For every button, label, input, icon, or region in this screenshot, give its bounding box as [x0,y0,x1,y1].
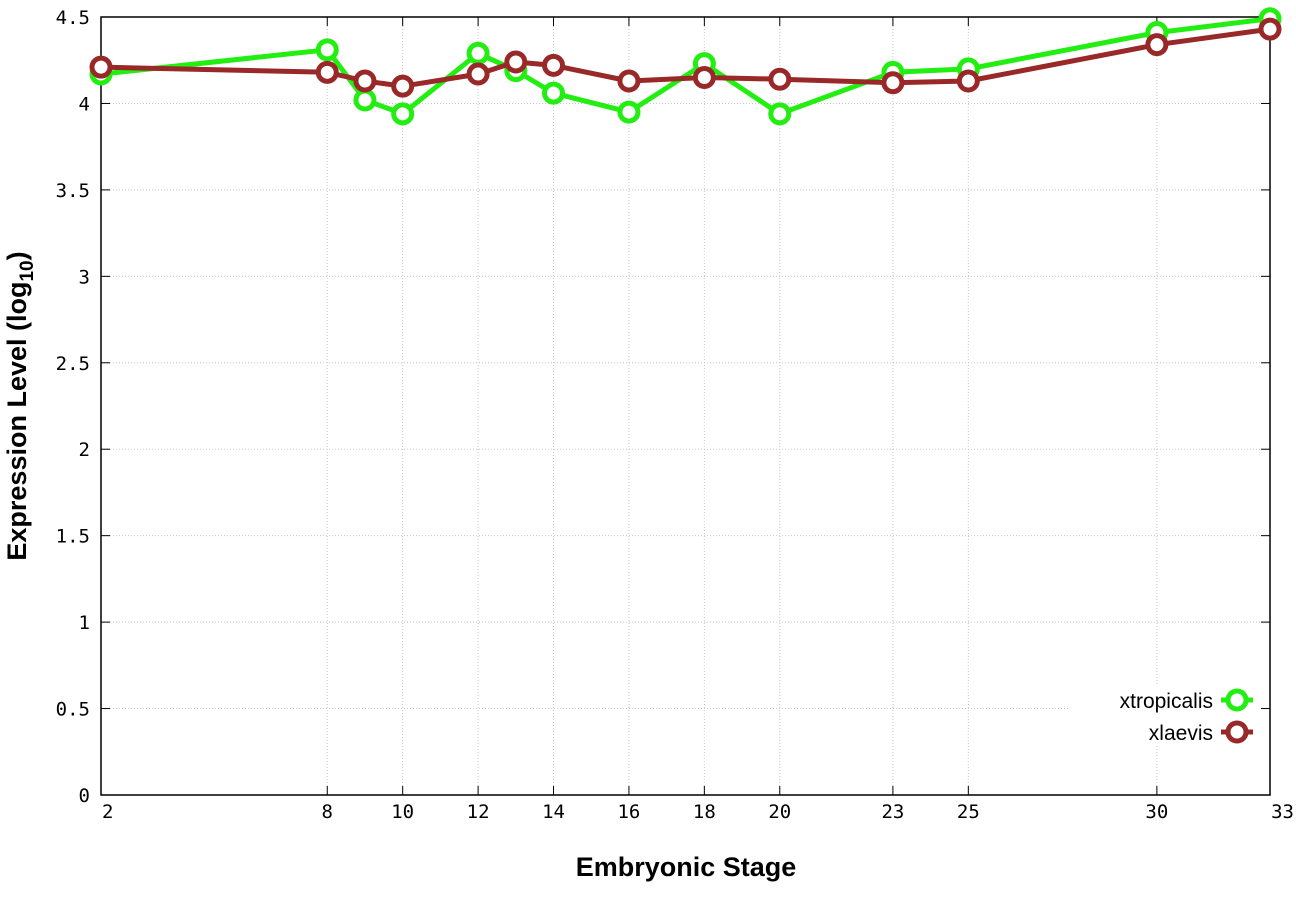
data-point-xlaevis [768,67,792,91]
legend-label-xlaevis: xlaevis [1149,722,1213,745]
x-axis-title: Embryonic Stage [576,852,797,882]
y-axis-title-subscript: 10 [17,260,38,281]
y-tick-label: 4 [79,93,90,115]
grid-lines [101,17,1270,795]
legend: xtropicalis xlaevis [1070,684,1260,746]
data-point-xtropicalis [315,38,339,62]
x-tick-label: 23 [881,801,904,823]
y-tick-label: 4.5 [56,7,90,29]
x-tick-label: 30 [1145,801,1168,823]
plot-area-frame [100,16,1271,796]
data-point-xlaevis [466,62,490,86]
data-point-xtropicalis [617,100,641,124]
legend-label-xtropicalis: xtropicalis [1120,690,1213,713]
x-tick-label: 16 [617,801,640,823]
series-layer [89,7,1282,126]
data-point-xtropicalis [768,102,792,126]
data-point-xlaevis [617,69,641,93]
data-point-xlaevis [391,74,415,98]
y-axis-title: Expression Level (log10) [2,251,38,560]
y-tick-label: 0.5 [56,699,90,721]
x-tick-label: 14 [542,801,565,823]
x-tick-label: 25 [957,801,980,823]
x-tick-label: 2 [102,801,113,823]
y-axis-title-close: ) [2,251,32,260]
data-point-xlaevis [1145,33,1169,57]
data-point-xlaevis [542,53,566,77]
x-tick-label: 10 [391,801,414,823]
data-point-xlaevis [504,50,528,74]
y-tick-label: 2.5 [56,353,90,375]
data-point-xlaevis [89,55,113,79]
data-point-xtropicalis [353,88,377,112]
x-tick-label: 33 [1271,801,1294,823]
data-point-xlaevis [353,69,377,93]
data-point-xtropicalis [542,81,566,105]
data-point-xlaevis [956,69,980,93]
y-tick-label: 0 [79,785,90,807]
data-point-xlaevis [881,71,905,95]
data-point-xlaevis [1258,17,1282,41]
x-tick-label: 12 [467,801,490,823]
x-tick-label: 8 [322,801,333,823]
y-tick-label: 3.5 [56,180,90,202]
legend-marker-xtropicalis [1225,688,1249,712]
series-line-xtropicalis [100,16,1271,117]
data-point-xtropicalis [391,102,415,126]
data-point-xlaevis [692,66,716,90]
data-point-xtropicalis [466,41,490,65]
legend-marker-xlaevis [1225,720,1249,744]
y-tick-label: 2 [79,439,90,461]
x-tick-label: 18 [693,801,716,823]
data-point-xlaevis [315,60,339,84]
y-tick-label: 1.5 [56,526,90,548]
x-tick-label: 20 [768,801,791,823]
y-tick-label: 3 [79,266,90,288]
axis-ticks: 2 8 10 12 14 16 18 20 23 25 30 33 0 0.5 1 1.5 2 2.5 3 3.5 4 4… [56,7,1294,823]
y-axis-title-main: Expression Level (log [2,282,32,561]
y-tick-label: 1 [79,612,90,634]
